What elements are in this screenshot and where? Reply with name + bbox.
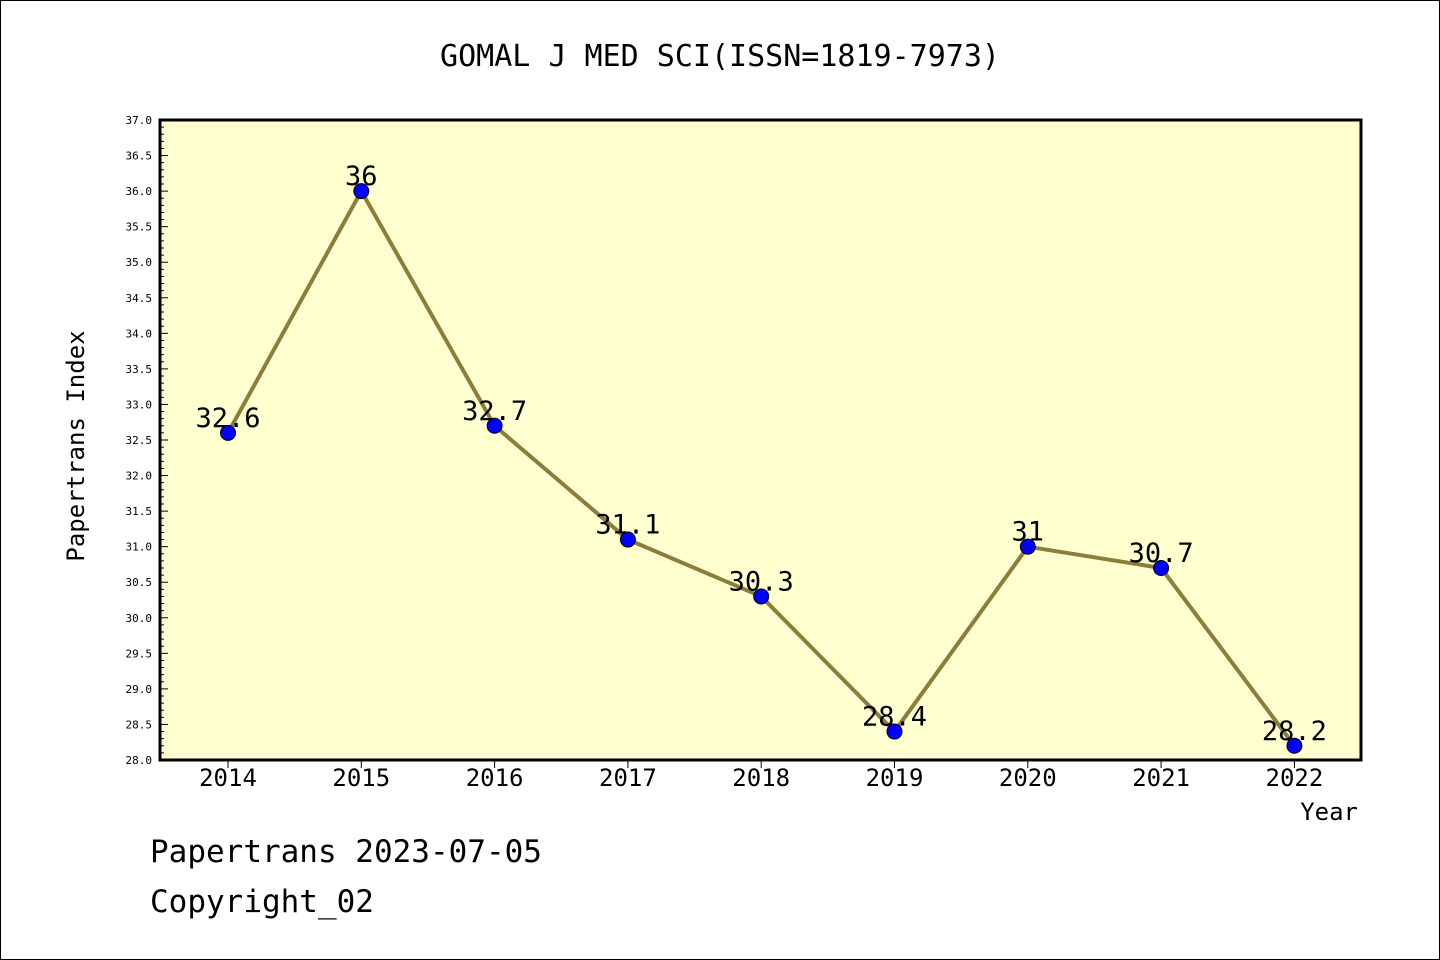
x-tick-label: 2022 [1266, 764, 1324, 792]
data-point [353, 183, 370, 200]
x-tick-label: 2021 [1132, 764, 1190, 792]
y-tick-label: 30.0 [126, 612, 153, 625]
data-point [1286, 737, 1303, 754]
y-tick-label: 34.0 [126, 327, 153, 340]
data-label: 28.4 [862, 702, 927, 733]
y-tick-label: 33.5 [126, 363, 153, 376]
x-axis-label: Year [1300, 798, 1358, 826]
y-tick-label: 32.5 [126, 434, 153, 447]
y-tick-label: 29.5 [126, 647, 153, 660]
data-label: 31.1 [595, 510, 660, 541]
series-line-group: 32.6 36 32.7 31.1 30.3 28.4 31 30.7 28.2 [195, 161, 1327, 754]
data-point [1019, 538, 1036, 555]
data-point [619, 531, 636, 548]
x-tick-label: 2020 [999, 764, 1057, 792]
x-axis: 2014 2015 2016 2017 2018 2019 2020 2021 2022 [199, 760, 1323, 792]
data-point [220, 424, 236, 441]
y-tick-label: 31.5 [126, 505, 153, 518]
footer-copyright: Copyright_02 [150, 884, 374, 920]
y-tick-label: 32.0 [126, 470, 153, 483]
footer-date: Papertrans 2023-07-05 [150, 834, 542, 870]
x-tick-label: 2017 [599, 764, 657, 792]
y-tick-label: 31.0 [126, 541, 153, 554]
y-tick-label: 37.0 [126, 114, 153, 127]
x-tick-label: 2019 [866, 764, 924, 792]
y-tick-label: 36.0 [126, 185, 153, 198]
y-tick-label: 34.5 [126, 292, 153, 305]
data-point [1153, 560, 1170, 576]
x-tick-label: 2014 [199, 764, 257, 792]
y-tick-label: 28.0 [126, 754, 153, 767]
data-label: 28.2 [1262, 716, 1327, 747]
data-label: 36 [345, 161, 378, 192]
y-axis: 28.0 28.5 29.0 29.5 30.0 30.5 31.0 31.5 32.0 32.5… [126, 114, 168, 767]
x-tick-label: 2015 [332, 764, 390, 792]
y-tick-label: 36.5 [126, 150, 153, 163]
data-label: 30.3 [729, 566, 794, 597]
x-tick-label: 2018 [732, 764, 790, 792]
data-label: 32.7 [462, 396, 527, 427]
data-label: 30.7 [1129, 538, 1194, 569]
data-label: 32.6 [195, 403, 260, 434]
y-tick-label: 35.5 [126, 221, 153, 234]
chart-title: GOMAL J MED SCI(ISSN=1819-7973) [440, 39, 1000, 74]
y-tick-label: 29.0 [126, 683, 153, 696]
data-point [886, 723, 903, 740]
data-point [486, 417, 503, 434]
x-tick-label: 2016 [466, 764, 524, 792]
y-axis-label: Papertrans Index [62, 330, 90, 561]
data-label: 31 [1012, 517, 1045, 548]
y-tick-label: 35.0 [126, 256, 153, 269]
y-tick-label: 28.5 [126, 718, 153, 731]
y-tick-label: 33.0 [126, 398, 153, 411]
plot-area [158, 118, 1363, 762]
data-point [753, 588, 770, 605]
y-tick-label: 30.5 [126, 576, 153, 589]
